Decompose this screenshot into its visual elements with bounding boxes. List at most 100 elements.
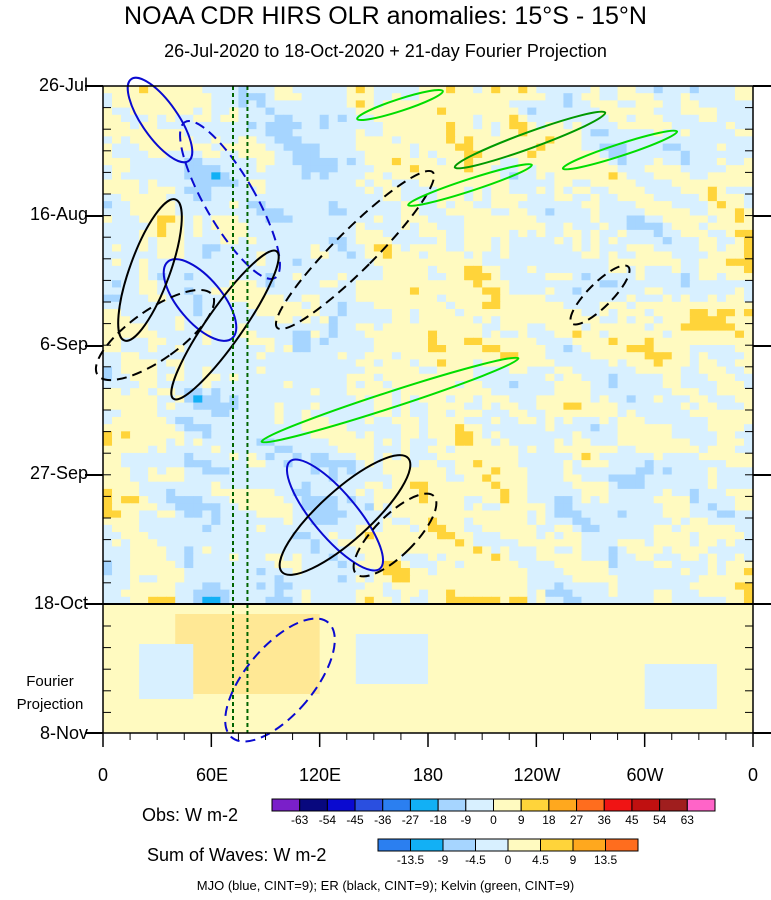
olr-cell	[211, 287, 221, 296]
olr-cell	[644, 165, 655, 173]
olr-cell	[428, 244, 438, 253]
olr-cell	[409, 215, 420, 224]
olr-cell	[698, 157, 709, 166]
olr-cell	[698, 265, 709, 274]
olr-cell	[391, 129, 402, 137]
olr-cell	[319, 287, 330, 296]
olr-cell	[220, 280, 230, 289]
olr-cell	[608, 114, 619, 123]
olr-cell	[500, 503, 510, 512]
olr-cell	[130, 244, 140, 253]
olr-cell	[373, 431, 384, 440]
olr-cell	[725, 294, 736, 303]
olr-cell	[527, 532, 537, 540]
olr-cell	[527, 366, 537, 375]
olr-cell	[743, 201, 754, 209]
olr-cell	[572, 452, 583, 461]
olr-cell	[409, 553, 420, 562]
olr-cell	[175, 93, 185, 101]
olr-cell	[545, 165, 555, 173]
olr-cell	[274, 86, 285, 94]
olr-cell	[671, 431, 682, 440]
olr-cell	[265, 395, 276, 404]
olr-cell	[193, 481, 203, 490]
olr-cell	[364, 438, 375, 447]
olr-cell	[310, 568, 321, 576]
olr-cell	[130, 467, 140, 476]
olr-cell	[157, 186, 167, 195]
olr-cell	[256, 179, 267, 188]
olr-cell	[473, 215, 483, 224]
olr-cell	[229, 438, 240, 447]
olr-cell	[482, 438, 492, 447]
olr-cell	[698, 460, 709, 468]
olr-cell	[265, 481, 276, 490]
olr-cell	[310, 301, 321, 310]
olr-cell	[482, 121, 492, 130]
olr-cell	[211, 258, 221, 267]
olr-cell	[373, 496, 384, 504]
olr-cell	[346, 553, 357, 562]
olr-cell	[364, 215, 375, 224]
olr-cell	[482, 424, 492, 432]
olr-cell	[734, 438, 745, 447]
olr-cell	[617, 186, 628, 195]
olr-cell	[743, 539, 754, 548]
olr-cell	[292, 121, 303, 130]
olr-cell	[229, 193, 240, 202]
olr-cell	[464, 575, 474, 584]
olr-cell	[346, 402, 357, 411]
olr-cell	[554, 150, 565, 159]
olr-cell	[590, 215, 601, 224]
olr-cell	[355, 330, 366, 339]
olr-cell	[265, 402, 276, 411]
olr-cell	[482, 237, 492, 245]
olr-cell	[256, 510, 267, 519]
olr-cell	[518, 488, 528, 497]
olr-cell	[391, 201, 402, 209]
olr-cell	[428, 273, 438, 281]
olr-cell	[743, 265, 754, 274]
olr-cell	[527, 107, 537, 116]
olr-cell	[500, 553, 510, 562]
olr-cell	[482, 287, 492, 296]
olr-cell	[310, 524, 321, 533]
olr-cell	[527, 546, 537, 555]
olr-cell	[157, 86, 167, 94]
olr-cell	[635, 352, 646, 360]
olr-cell	[590, 121, 601, 130]
olr-cell	[355, 165, 366, 173]
olr-cell	[391, 294, 402, 303]
olr-cell	[473, 251, 483, 260]
olr-cell	[437, 280, 447, 289]
olr-cell	[500, 258, 510, 267]
olr-cell	[563, 510, 574, 519]
olr-cell	[734, 546, 745, 555]
olr-cell	[698, 503, 709, 512]
olr-cell	[202, 431, 212, 440]
olr-cell	[599, 237, 610, 245]
olr-cell	[725, 86, 736, 94]
olr-cell	[130, 402, 140, 411]
olr-cell	[238, 179, 249, 188]
olr-cell	[554, 136, 565, 145]
olr-cell	[473, 474, 483, 483]
olr-cell	[274, 129, 285, 137]
olr-cell	[346, 179, 357, 188]
olr-cell	[509, 294, 519, 303]
olr-cell	[382, 481, 393, 490]
olr-cell	[409, 265, 420, 274]
olr-cell	[148, 488, 158, 497]
olr-cell	[148, 201, 158, 209]
olr-cell	[446, 316, 456, 325]
olr-cell	[734, 330, 745, 339]
olr-cell	[563, 330, 574, 339]
olr-cell	[175, 424, 185, 432]
olr-cell	[500, 186, 510, 195]
olr-cell	[527, 287, 537, 296]
olr-cell	[680, 265, 691, 274]
olr-cell	[373, 337, 384, 346]
olr-cell	[265, 121, 276, 130]
olr-cell	[211, 121, 221, 130]
olr-cell	[130, 165, 140, 173]
